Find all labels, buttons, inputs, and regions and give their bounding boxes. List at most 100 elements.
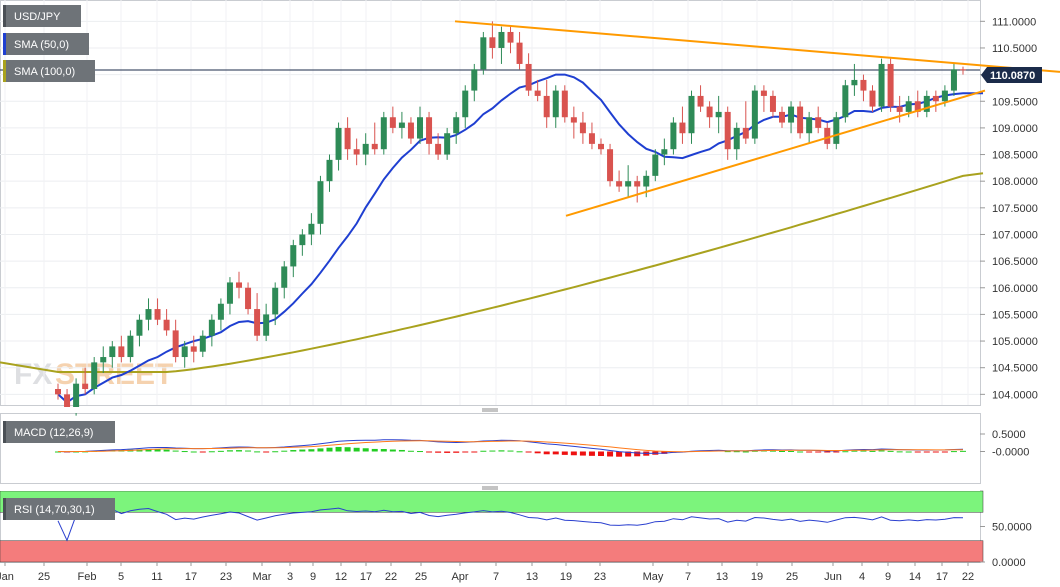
macd-tick-label: -0.0000 (992, 447, 1029, 459)
sma50-line (57, 73, 983, 404)
candle-body (398, 122, 405, 128)
candle (543, 79, 550, 128)
candle-body (643, 175, 650, 187)
macd-histogram-bar (896, 451, 903, 453)
candle (715, 95, 722, 134)
candle (498, 26, 505, 64)
watermark-part1: FX (14, 358, 52, 391)
macd-histogram-bar (353, 447, 360, 452)
macd-histogram-bar (905, 451, 912, 453)
candle (733, 122, 740, 160)
legend-macd[interactable]: MACD (12,26,9) (3, 421, 115, 443)
candle-body (932, 95, 939, 102)
candle (326, 154, 333, 192)
macd-histogram-bar (272, 451, 279, 453)
macd-histogram-bar (263, 451, 270, 453)
macd-histogram-bar (335, 446, 342, 452)
candle-body (960, 69, 966, 71)
candle-body (697, 95, 704, 107)
candle-body (625, 181, 632, 187)
legend-rsi-text: RSI (14,70,30,1) (14, 504, 95, 516)
candle-body (598, 143, 604, 150)
candle (769, 90, 776, 118)
candle-body (525, 63, 532, 91)
rsi-overbought-zone (0, 490, 984, 513)
candle-body (779, 111, 785, 123)
candle-body (344, 127, 351, 150)
candle-body (317, 181, 324, 224)
macd-histogram-bar (724, 451, 731, 453)
legend-rsi[interactable]: RSI (14,70,30,1) (3, 498, 115, 520)
candle (679, 106, 686, 144)
candle (380, 111, 387, 155)
macd-histogram-bar (199, 451, 206, 453)
candle-body (652, 154, 659, 176)
candle-body (444, 133, 451, 155)
candle (480, 31, 487, 75)
candle (616, 170, 623, 192)
candle-body (905, 101, 912, 112)
pane-splitter-rsi[interactable] (0, 485, 980, 491)
candle-body (362, 143, 369, 155)
candle-body (688, 95, 695, 134)
price-tick-label: 111.0000 (992, 16, 1036, 28)
candle (579, 111, 586, 144)
resistance-trendline (454, 20, 1060, 73)
candle-body (561, 90, 568, 118)
macd-histogram-bar (208, 451, 215, 453)
candle-body (851, 79, 858, 86)
rsi-oversold-zone (0, 540, 984, 563)
candle (417, 106, 423, 144)
macd-histogram-bar (435, 451, 442, 453)
candle-body (471, 69, 478, 91)
legend-sma100[interactable]: SMA (100,0) (3, 60, 95, 82)
price-tick-label: 106.5000 (992, 256, 1038, 268)
candle-body (507, 31, 514, 43)
macd-histogram-bar (806, 451, 813, 453)
macd-histogram-bar (842, 451, 849, 453)
candle (507, 26, 514, 54)
macd-histogram-bar (552, 451, 559, 455)
macd-histogram-bar (281, 450, 288, 452)
candle-body (534, 90, 541, 96)
candle-body (588, 133, 595, 144)
candle-body (869, 90, 876, 107)
candle (263, 303, 270, 342)
macd-histogram-bar (833, 451, 840, 453)
candle (208, 314, 215, 347)
macd-histogram-bar (887, 450, 894, 452)
time-tick-label: 9 (885, 571, 891, 583)
macd-histogram-bar (417, 451, 423, 453)
macd-histogram-bar (824, 451, 831, 453)
candle-body (788, 106, 795, 123)
time-tick-label: 19 (560, 571, 572, 583)
candle (362, 133, 369, 166)
candle-body (407, 122, 414, 139)
macd-histogram-bar (733, 451, 740, 453)
candle (181, 341, 188, 368)
macd-histogram-bar (788, 450, 795, 452)
candle-body (579, 122, 586, 134)
legend-symbol[interactable]: USD/JPY (3, 5, 81, 27)
legend-sma50-text: SMA (50,0) (14, 39, 69, 51)
price-tick-label: 105.0000 (992, 336, 1038, 348)
time-tick-label: Apr (451, 571, 468, 583)
candle-body (91, 362, 98, 390)
macd-histogram-bar (570, 451, 577, 456)
candle-body (462, 90, 469, 118)
macd-histogram-bar (525, 451, 532, 453)
candle (561, 85, 568, 123)
candle (742, 101, 749, 144)
candle (634, 175, 641, 203)
macd-histogram-bar (923, 451, 930, 453)
price-tick-label: 107.5000 (992, 203, 1038, 215)
legend-sma50[interactable]: SMA (50,0) (3, 33, 89, 55)
candle-body (272, 287, 279, 315)
macd-histogram-bar (190, 451, 197, 453)
pane-splitter-macd[interactable] (0, 407, 980, 413)
candle-body (64, 394, 71, 411)
candle-body (941, 90, 948, 102)
macd-histogram-bar (779, 450, 785, 452)
macd-histogram-bar (426, 451, 433, 453)
